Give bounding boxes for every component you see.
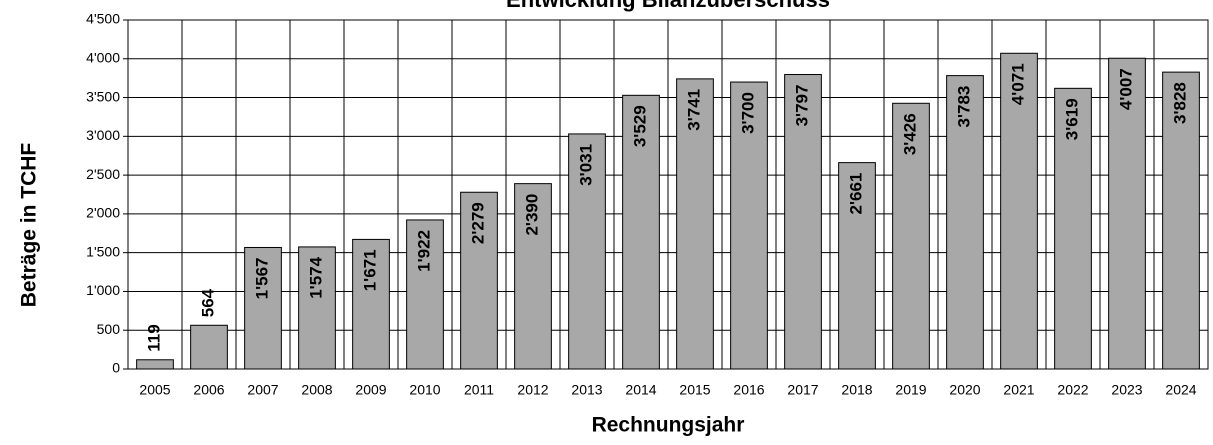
value-label: 1'574 [306,256,325,298]
x-tick-label: 2018 [841,382,872,398]
x-tick-label: 2013 [571,382,602,398]
value-label: 1'922 [414,230,433,272]
value-label: 564 [198,288,217,317]
x-tick-label: 2019 [895,382,926,398]
bar [1000,52,1038,370]
bar [622,94,660,370]
x-tick-label: 2007 [247,382,278,398]
bar [946,75,984,370]
x-tick-label: 2012 [517,382,548,398]
y-tick-label: 3'000 [86,127,120,143]
value-label: 3'797 [792,85,811,127]
bar [244,246,282,370]
x-tick-label: 2024 [1165,382,1196,398]
x-tick-label: 2015 [679,382,710,398]
value-label: 3'031 [576,144,595,186]
value-label: 3'783 [954,86,973,128]
x-tick-label: 2021 [1003,382,1034,398]
bar [1054,87,1092,370]
bar [298,246,336,370]
x-tick-label: 2010 [409,382,440,398]
bar [514,183,552,370]
value-label: 2'661 [846,173,865,215]
value-label: 119 [144,324,163,351]
bar [1162,71,1200,370]
bar [136,359,174,370]
x-tick-label: 2011 [464,382,494,398]
value-label: 3'426 [900,113,919,155]
value-label: 2'390 [522,194,541,236]
bar [838,162,876,370]
x-tick-label: 2022 [1057,382,1088,398]
y-tick-label: 4'500 [86,11,120,27]
x-tick-label: 2014 [625,382,656,398]
value-label: 1'567 [252,257,271,299]
bar [568,133,606,370]
bar [1108,57,1146,370]
x-tick-label: 2023 [1111,382,1142,398]
bar [406,219,444,370]
value-label: 2'279 [468,202,487,244]
bar [460,191,498,370]
plot-border [127,19,1209,370]
y-tick-label: 4'000 [86,49,120,65]
x-tick-label: 2009 [355,382,386,398]
x-tick-label: 2008 [301,382,332,398]
bar [892,102,930,370]
value-label: 4'071 [1008,63,1027,105]
value-label: 1'671 [360,249,379,291]
value-label: 3'619 [1062,98,1081,140]
y-tick-label: 0 [112,360,120,376]
y-tick-label: 3'500 [86,88,120,104]
value-label: 3'700 [738,92,757,134]
value-label: 3'828 [1170,82,1189,124]
y-tick-label: 2'500 [86,166,120,182]
y-axis-label: Beträge in TCHF [18,143,41,308]
bar [784,74,822,370]
bar [352,238,390,370]
bar [730,81,768,370]
y-tick-label: 1'000 [86,282,120,298]
x-tick-label: 2016 [733,382,764,398]
x-tick-label: 2006 [193,382,224,398]
y-tick-label: 500 [97,321,121,337]
y-tick-label: 2'000 [86,205,120,221]
chart-title: Entwicklung Bilanzüberschuss [506,0,830,12]
y-tick-label: 1'500 [86,243,120,259]
bar [190,324,228,370]
x-tick-label: 2005 [139,382,170,398]
value-label: 3'741 [684,89,703,131]
x-tick-label: 2020 [949,382,980,398]
value-label: 3'529 [630,105,649,147]
x-axis-label: Rechnungsjahr [592,414,745,437]
bar [676,78,714,370]
value-label: 4'007 [1116,68,1135,110]
x-tick-label: 2017 [787,382,818,398]
